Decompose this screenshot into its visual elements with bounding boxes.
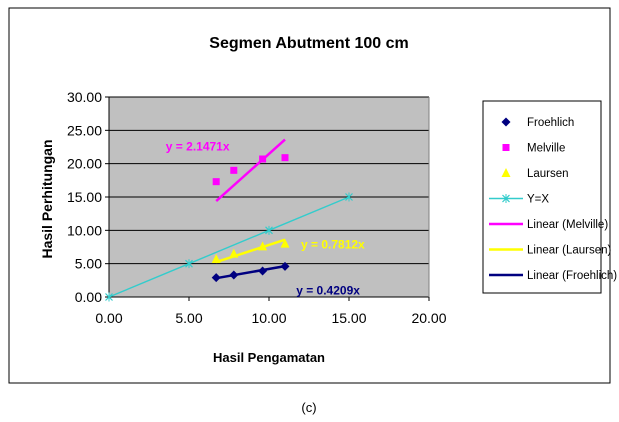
series-line-y-equals-x [108,196,350,298]
y-tick-label: 25.00 [67,122,102,138]
legend: Froehlich Melville Laursen Y=X Linear (Melvi… [482,100,617,294]
equation-label: y = 2.1471x [166,139,230,153]
legend-item: Laursen [501,168,569,180]
legend-label: Linear (Laursen) [527,245,612,257]
legend-label: Melville [527,143,565,155]
legend-box [482,100,602,294]
x-tick-label: 15.00 [331,310,366,326]
legend-label: Linear (Froehlich) [527,270,617,282]
point-laursen [229,248,239,258]
chart-title: Segmen Abutment 100 cm [209,35,408,52]
point-y-equals-x [345,192,353,202]
y-tick-label: 20.00 [67,156,102,172]
equation-label: y = 0.7812x [301,237,365,251]
x-tick-label: 20.00 [411,310,446,326]
point-froehlich [280,261,290,271]
point-y-equals-x [265,225,273,235]
point-froehlich [229,270,239,280]
legend-marker [502,194,510,203]
point-melville [230,166,238,174]
legend-marker [501,168,511,177]
equation-label: y = 0.4209x [296,283,360,297]
point-melville [259,155,267,163]
y-tick-label: 10.00 [67,222,102,238]
point-y-equals-x [185,259,193,269]
x-tick-label: 10.00 [251,310,286,326]
x-tick-label: 0.00 [95,310,122,326]
legend-marker [502,144,510,151]
legend-item: Y=X [489,194,549,206]
legend-item: Linear (Melville) [489,219,608,231]
legend-item: Linear (Froehlich) [489,270,617,282]
point-laursen [280,238,290,248]
figure-caption: (c) [301,400,316,415]
legend-item: Linear (Laursen) [489,245,612,257]
trendline-linear-froehlich [215,264,286,280]
legend-item: Froehlich [501,117,574,129]
legend-label: Linear (Melville) [527,219,608,231]
point-laursen [258,241,268,251]
y-tick-label: 5.00 [75,256,102,272]
point-laursen [211,254,221,263]
point-froehlich [258,266,268,276]
y-tick-label: 15.00 [67,189,102,205]
x-tick-label: 5.00 [175,310,202,326]
point-melville [212,178,220,186]
legend-item: Melville [502,143,565,155]
x-axis-label: Hasil Pengamatan [213,350,325,365]
point-melville [281,154,289,162]
legend-label: Laursen [527,168,569,180]
y-axis-label: Hasil Perhitungan [39,139,55,258]
legend-marker [501,117,511,127]
point-froehlich [211,273,221,283]
y-tick-label: 0.00 [75,289,102,305]
legend-label: Y=X [527,194,549,206]
trendline-linear-melville [215,138,286,203]
trendline-linear-laursen [215,238,286,264]
point-y-equals-x [105,292,113,302]
legend-label: Froehlich [527,117,574,129]
y-tick-label: 30.00 [67,89,102,105]
